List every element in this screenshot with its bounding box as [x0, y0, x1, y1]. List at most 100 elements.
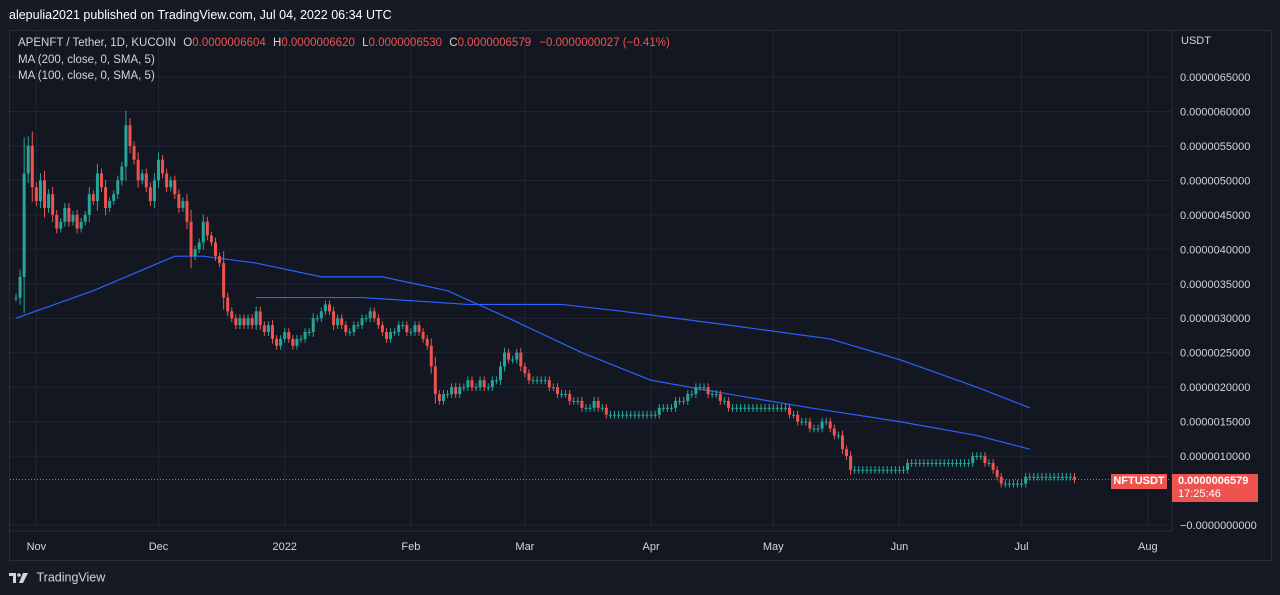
candle-body — [1064, 476, 1068, 478]
candle-body — [405, 325, 409, 333]
candle-body — [706, 387, 710, 395]
ma-line — [15, 255, 1030, 450]
candle-body — [454, 387, 458, 395]
candle-body — [144, 173, 148, 188]
ma-100-line — [15, 255, 1030, 450]
price-tick-label: −0.0000000000 — [1180, 520, 1257, 532]
candle-body — [112, 194, 116, 202]
candle-body — [845, 449, 849, 457]
candle-body — [999, 476, 1003, 484]
candle-body — [1073, 476, 1077, 480]
price-tick-label: 0.0000065000 — [1180, 72, 1250, 84]
candle-body — [653, 414, 657, 416]
chart-frame[interactable] — [9, 30, 1272, 561]
candle-body — [938, 462, 942, 464]
candle-body — [934, 462, 938, 464]
candle-body — [120, 166, 124, 181]
candle-body — [906, 462, 910, 470]
candle-body — [621, 414, 625, 416]
candle-body — [311, 318, 315, 333]
candle-body — [136, 159, 140, 181]
candle-body — [38, 180, 42, 202]
candle-body — [99, 173, 103, 188]
price-tick-label: 0.0000020000 — [1180, 382, 1250, 394]
candle-body — [1068, 476, 1072, 478]
candle-body — [246, 318, 250, 326]
candle-body — [564, 394, 568, 396]
ma-100-legend[interactable]: MA (100, close, 0, SMA, 5) — [18, 70, 155, 82]
publisher-text: alepulia2021 published on TradingView.co… — [9, 8, 392, 22]
candle-body — [783, 407, 787, 409]
candle-body — [474, 387, 478, 389]
candle-body — [55, 214, 59, 229]
candle-body — [389, 332, 393, 339]
candle-body — [751, 407, 755, 409]
candle-body — [849, 456, 853, 470]
candle-body — [893, 469, 897, 471]
candle-body — [42, 180, 46, 208]
ma-200-legend[interactable]: MA (200, close, 0, SMA, 5) — [18, 53, 155, 66]
candle-body — [836, 435, 840, 437]
footer-brand[interactable]: TradingView — [36, 570, 106, 585]
candle-body — [967, 462, 971, 464]
candle-body — [926, 462, 930, 464]
candle-body — [51, 194, 55, 215]
grid-lines — [10, 30, 1171, 530]
candle-body — [34, 187, 38, 202]
candle-body — [327, 304, 331, 312]
candle-body — [1036, 476, 1040, 478]
candle-body — [352, 325, 356, 333]
candle-body — [771, 407, 775, 409]
candle-body — [218, 256, 222, 264]
candle-body — [238, 318, 242, 326]
candle-body — [1056, 476, 1060, 478]
candle-body — [1060, 476, 1064, 478]
candle-body — [686, 394, 690, 401]
candle-body — [209, 235, 213, 243]
candle-body — [608, 414, 612, 416]
candle-body — [1052, 476, 1056, 478]
candle-body — [116, 180, 120, 195]
ma-200-line — [256, 296, 1030, 409]
candle-body — [344, 325, 348, 333]
candle-body — [523, 366, 527, 374]
candle-body — [625, 414, 629, 416]
candle-body — [531, 380, 535, 382]
candle-body — [572, 400, 576, 402]
candle-body — [1016, 483, 1020, 485]
candle-body — [132, 145, 136, 160]
low-value: 0.0000006530 — [368, 37, 443, 49]
candle-body — [189, 221, 193, 257]
close-value: 0.0000006579 — [457, 37, 532, 49]
candle-body — [446, 394, 450, 396]
price-tick-label: 0.0000060000 — [1180, 106, 1250, 118]
candle-body — [91, 194, 95, 202]
candle-body — [775, 407, 779, 409]
candle-body — [181, 201, 185, 208]
candle-body — [140, 173, 144, 181]
candle-body — [14, 297, 18, 299]
candle-body — [291, 338, 295, 346]
candle-body — [486, 387, 490, 389]
candle-body — [315, 318, 319, 320]
candle-body — [669, 407, 673, 409]
candle-body — [279, 338, 283, 346]
candle-body — [494, 380, 498, 382]
candle-body — [152, 180, 156, 202]
candle-body — [828, 421, 832, 429]
candle-body — [332, 311, 336, 326]
candle-body — [413, 325, 417, 333]
candle-body — [914, 462, 918, 464]
candle-body — [79, 221, 83, 229]
price-tick-label: 0.0000025000 — [1180, 348, 1250, 360]
candle-body — [527, 373, 531, 381]
symbol-label[interactable]: APENFT / Tether, 1D, KUCOIN — [18, 37, 177, 49]
candle-body — [226, 297, 230, 312]
candle-body — [959, 462, 963, 464]
candle-body — [596, 400, 600, 408]
candle-body — [954, 462, 958, 464]
candle-body — [323, 304, 327, 312]
candle-body — [792, 414, 796, 416]
candle-body — [230, 311, 234, 319]
